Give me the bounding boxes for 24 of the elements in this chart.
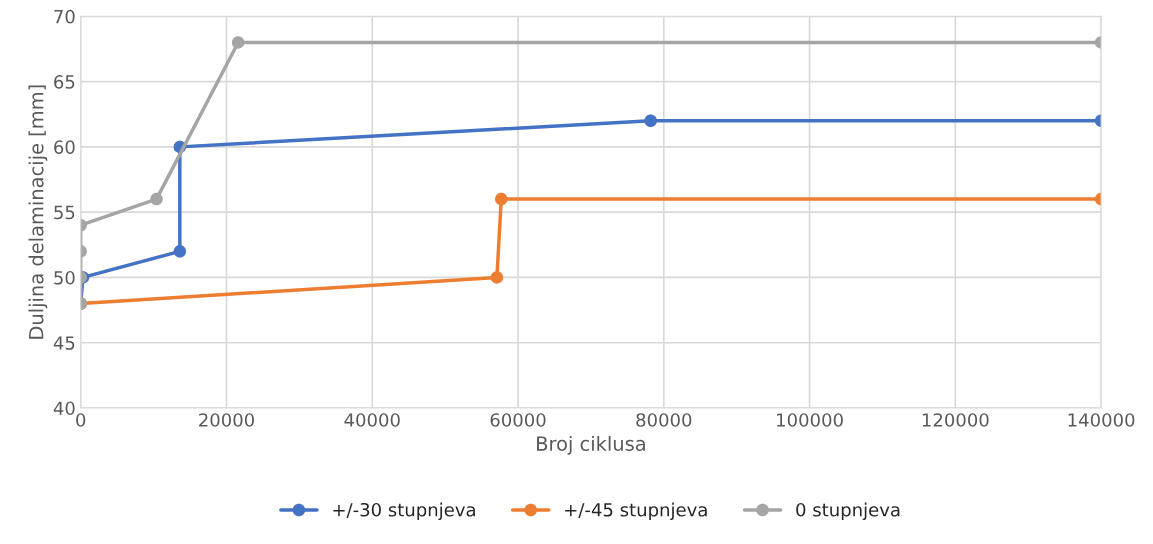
legend-label: +/-30 stupnjeva: [333, 502, 475, 521]
point: [644, 114, 657, 128]
x-tick-label: 140000: [1068, 413, 1135, 427]
x-tick-label: 40000: [344, 413, 400, 427]
y-tick-label: 60: [54, 140, 75, 154]
x-tick-label: 20000: [199, 413, 254, 427]
y-tick-label: 50: [54, 270, 75, 285]
point: [173, 245, 187, 258]
x-tick-label: 100000: [777, 413, 843, 427]
y-tick-label: 65: [54, 75, 75, 89]
y-tick-label: 70: [54, 9, 75, 24]
point: [495, 192, 508, 206]
y-axis-title: Duljina delaminacije [mm]: [28, 85, 48, 339]
legend-label: 0 stupnjeva: [796, 502, 900, 521]
x-axis-title: Broj ciklusa: [537, 435, 645, 455]
x-tick-label: 0: [76, 413, 86, 427]
point: [490, 271, 504, 284]
y-tick-label: 55: [54, 205, 75, 220]
x-tick-label: 80000: [636, 413, 692, 427]
y-tick-label: 45: [53, 336, 75, 350]
y-tick-label: 40: [53, 401, 75, 416]
x-tick-label: 60000: [490, 413, 546, 427]
x-tick-label: 120000: [922, 413, 989, 427]
legend-label: +/-45 stupnjeva: [565, 502, 707, 521]
